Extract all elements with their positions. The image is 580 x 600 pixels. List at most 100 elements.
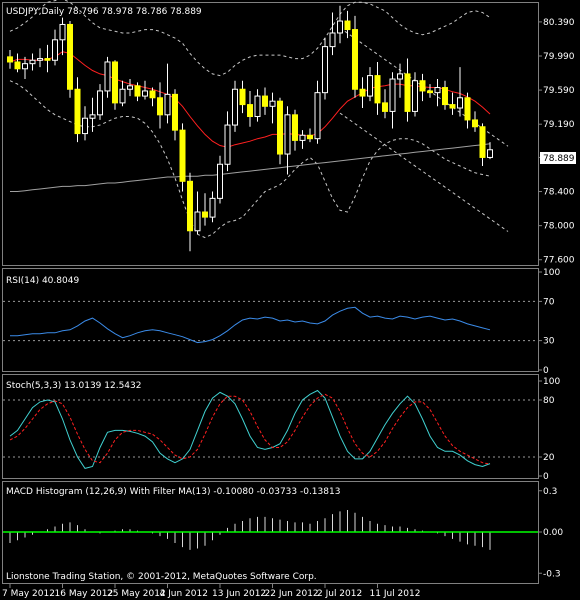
candle-body bbox=[149, 90, 156, 99]
price-pane-border bbox=[2, 2, 539, 266]
macd-tick-label: -0.3 bbox=[543, 569, 561, 579]
candle-body bbox=[269, 100, 276, 107]
candle-body bbox=[262, 95, 268, 107]
candle-body bbox=[74, 88, 81, 135]
time-tick-label: 16 May 2012 bbox=[55, 589, 114, 599]
candle-body bbox=[52, 39, 58, 61]
candle-body bbox=[22, 63, 28, 70]
candle-body bbox=[224, 124, 231, 165]
price-title: USDJPY,Daily 78.796 78.978 78.786 78.889 bbox=[6, 7, 202, 17]
copyright-text: Lionstone Trading Station, © 2001-2012, … bbox=[6, 572, 317, 582]
candle-body bbox=[397, 73, 403, 80]
rsi-line bbox=[10, 306, 491, 344]
time-tick-label: 25 May 2012 bbox=[107, 589, 166, 599]
macd-title: MACD Histogram (12,26,9) With Filter MA(… bbox=[6, 487, 340, 497]
candle-body bbox=[307, 134, 313, 140]
rsi-tick-label: 70 bbox=[543, 297, 555, 307]
price-tick-label: 78.400 bbox=[543, 188, 575, 198]
candle-body bbox=[7, 56, 13, 63]
stoch-pane-border bbox=[2, 374, 539, 479]
channel-lower-line bbox=[339, 112, 509, 232]
candle-body bbox=[157, 97, 163, 116]
candle-body bbox=[449, 104, 456, 109]
candle-body bbox=[82, 117, 88, 135]
candle-body bbox=[217, 163, 223, 199]
candle-body bbox=[232, 88, 238, 126]
candle-body bbox=[472, 119, 478, 128]
candle-body bbox=[412, 80, 418, 112]
candle-body bbox=[44, 58, 51, 61]
rsi-pane: 100 70 30 0 bbox=[3, 268, 560, 376]
candle-body bbox=[367, 75, 373, 97]
candle-body bbox=[382, 102, 388, 112]
price-tick-label: 79.190 bbox=[543, 120, 575, 130]
stochastic-pane: 100 80 20 0 bbox=[3, 377, 560, 482]
candle-body bbox=[254, 95, 261, 118]
rsi-tick-label: 30 bbox=[543, 337, 555, 347]
candle-body bbox=[59, 23, 66, 41]
candle-body bbox=[442, 87, 448, 106]
last-price-label: 78.889 bbox=[543, 154, 575, 164]
candle-body bbox=[142, 90, 148, 97]
candle-body bbox=[299, 134, 306, 141]
candle-body bbox=[89, 114, 96, 119]
candlesticks bbox=[7, 5, 493, 252]
candle-body bbox=[119, 88, 126, 104]
candle-body bbox=[344, 20, 351, 31]
candle-body bbox=[29, 59, 36, 65]
candle-body bbox=[179, 129, 186, 182]
candle-body bbox=[127, 85, 133, 90]
candle-body bbox=[487, 149, 493, 158]
candle-body bbox=[292, 114, 298, 141]
candle-body bbox=[464, 97, 471, 121]
rsi-pane-border bbox=[2, 268, 539, 372]
candle-body bbox=[104, 61, 111, 92]
macd-tick-label: 0.00 bbox=[543, 528, 563, 538]
stoch-tick-label: 0 bbox=[543, 472, 549, 482]
candle-body bbox=[352, 29, 358, 90]
candle-body bbox=[134, 85, 141, 97]
candle-body bbox=[389, 78, 396, 112]
candle-body bbox=[284, 114, 291, 155]
stoch-tick-label: 80 bbox=[543, 396, 555, 406]
candle-body bbox=[14, 61, 21, 70]
candle-body bbox=[277, 100, 283, 155]
macd-tick-label: 0.3 bbox=[543, 487, 557, 497]
candle-body bbox=[337, 20, 343, 34]
stoch-main-line bbox=[9, 389, 491, 469]
stoch-tick-label: 20 bbox=[543, 453, 555, 463]
candle-body bbox=[419, 80, 426, 92]
candle-body bbox=[194, 211, 201, 232]
price-tick-label: 79.990 bbox=[543, 52, 575, 62]
time-tick-label: 11 Jul 2012 bbox=[370, 589, 421, 599]
price-axis: 80.39079.99079.59079.19078.80078.40078.0… bbox=[538, 18, 575, 266]
macd-pane: 0.3 0.00 -0.3 bbox=[3, 487, 563, 579]
price-tick-label: 79.590 bbox=[543, 86, 575, 96]
time-tick-label: 22 Jun 2012 bbox=[265, 589, 319, 599]
stoch-tick-label: 100 bbox=[543, 377, 560, 387]
last-price-box bbox=[540, 152, 576, 164]
candle-body bbox=[112, 61, 118, 104]
time-tick-label: 7 May 2012 bbox=[2, 589, 55, 599]
rsi-tick-label: 0 bbox=[543, 366, 549, 376]
candle-body bbox=[209, 197, 216, 218]
candle-body bbox=[404, 73, 411, 112]
candle-body bbox=[37, 58, 43, 61]
time-tick-label: 4 Jun 2012 bbox=[160, 589, 208, 599]
candle-body bbox=[202, 211, 208, 218]
band-upper-line bbox=[9, 0, 491, 77]
candle-body bbox=[427, 90, 433, 94]
time-tick-label: 2 Jul 2012 bbox=[317, 589, 362, 599]
candle-body bbox=[239, 88, 246, 106]
candle-body bbox=[457, 97, 463, 109]
candle-body bbox=[172, 93, 178, 131]
candle-body bbox=[359, 88, 366, 97]
candle-body bbox=[322, 46, 328, 94]
candle-body bbox=[67, 23, 73, 90]
time-tick-label: 13 Jun 2012 bbox=[212, 589, 266, 599]
candle-body bbox=[329, 32, 336, 48]
rsi-title: RSI(14) 40.8049 bbox=[6, 276, 79, 286]
